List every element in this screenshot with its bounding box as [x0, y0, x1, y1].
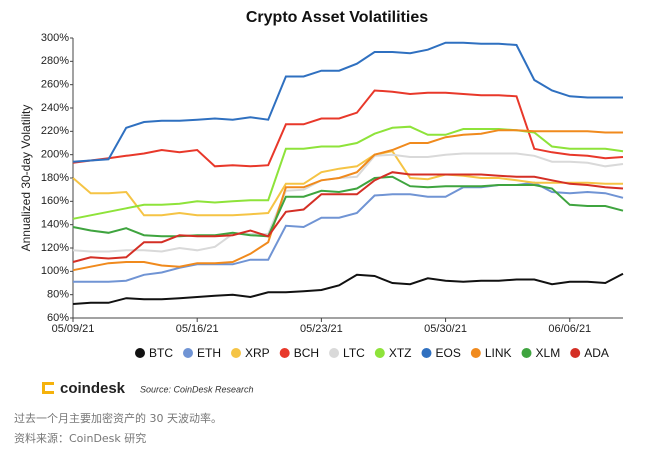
legend-swatch	[329, 348, 340, 358]
legend-label: BCH	[294, 346, 319, 360]
legend-item: XRP	[231, 346, 270, 360]
legend-swatch	[470, 348, 481, 358]
x-tick-label: 06/06/21	[548, 323, 591, 335]
legend-label: ETH	[197, 346, 221, 360]
y-tick-label: 300%	[41, 32, 69, 44]
series-line	[72, 171, 624, 263]
y-tick-label: 220%	[41, 125, 69, 137]
series-line	[73, 181, 624, 283]
legend-item: LINK	[470, 346, 512, 360]
legend-label: BTC	[149, 346, 173, 360]
legend-swatch	[374, 348, 385, 358]
legend-swatch	[183, 348, 193, 358]
legend-label: LINK	[485, 346, 512, 360]
y-tick-label: 140%	[41, 219, 69, 231]
y-tick-label: 120%	[41, 242, 69, 254]
legend-label: ADA	[584, 346, 609, 360]
legend-item: LTC	[329, 346, 365, 360]
legend-swatch	[570, 348, 581, 358]
y-tick-label: 180%	[41, 172, 69, 184]
legend-label: XTZ	[389, 346, 412, 360]
legend-label: EOS	[435, 346, 460, 360]
x-tick-label: 05/23/21	[300, 323, 343, 335]
series-line	[72, 125, 624, 220]
legend-label: LTC	[343, 346, 365, 360]
y-tick-label: 260%	[41, 79, 69, 91]
y-axis-label: Annualized 30-day Volatility	[19, 105, 33, 252]
series-line	[72, 89, 624, 168]
legend-item: EOS	[421, 346, 461, 360]
legend-item: XTZ	[374, 346, 412, 360]
y-tick-label: 80%	[47, 289, 69, 301]
legend-swatch	[279, 348, 290, 358]
series-line	[72, 129, 623, 272]
logo-mark	[42, 382, 54, 385]
legend-swatch	[521, 348, 532, 358]
logo-mark	[42, 382, 45, 394]
logo-mark	[42, 391, 54, 394]
legend-item: BTC	[135, 346, 173, 360]
caption: 资料来源：CoinDesk 研究	[14, 432, 147, 445]
logo-text: coindesk	[60, 380, 126, 397]
y-tick-label: 100%	[41, 265, 69, 277]
chart-title: Crypto Asset Volatilities	[246, 9, 428, 26]
legend-swatch	[231, 348, 241, 358]
x-tick-label: 05/30/21	[424, 323, 467, 335]
y-tick-label: 240%	[41, 102, 69, 114]
legend-item: ETH	[183, 346, 221, 360]
y-tick-label: 200%	[41, 149, 69, 161]
chart: Crypto Asset Volatilities Annualized 30-…	[19, 9, 624, 397]
legend-label: XLM	[536, 346, 561, 360]
y-tick-label: 160%	[41, 195, 69, 207]
logo: coindesk Source: CoinDesk Research	[42, 380, 254, 397]
legend-swatch	[135, 348, 145, 358]
y-tick-label: 60%	[47, 312, 69, 324]
x-tick-label: 05/16/21	[176, 323, 219, 335]
y-tick-label: 280%	[41, 55, 69, 67]
caption: 过去一个月主要加密资产的 30 天波动率。	[14, 412, 222, 425]
series-line	[72, 152, 624, 253]
series-line	[72, 175, 624, 238]
legend-swatch	[421, 348, 432, 358]
legend-item: BCH	[279, 346, 319, 360]
legend-label: XRP	[245, 346, 270, 360]
series-line	[72, 41, 623, 163]
legend-item: ADA	[570, 346, 609, 360]
source: Source: CoinDesk Research	[140, 384, 254, 394]
x-tick-label: 05/09/21	[52, 323, 95, 335]
series-line	[72, 272, 624, 305]
series-line	[72, 150, 623, 217]
legend-item: XLM	[521, 346, 561, 360]
